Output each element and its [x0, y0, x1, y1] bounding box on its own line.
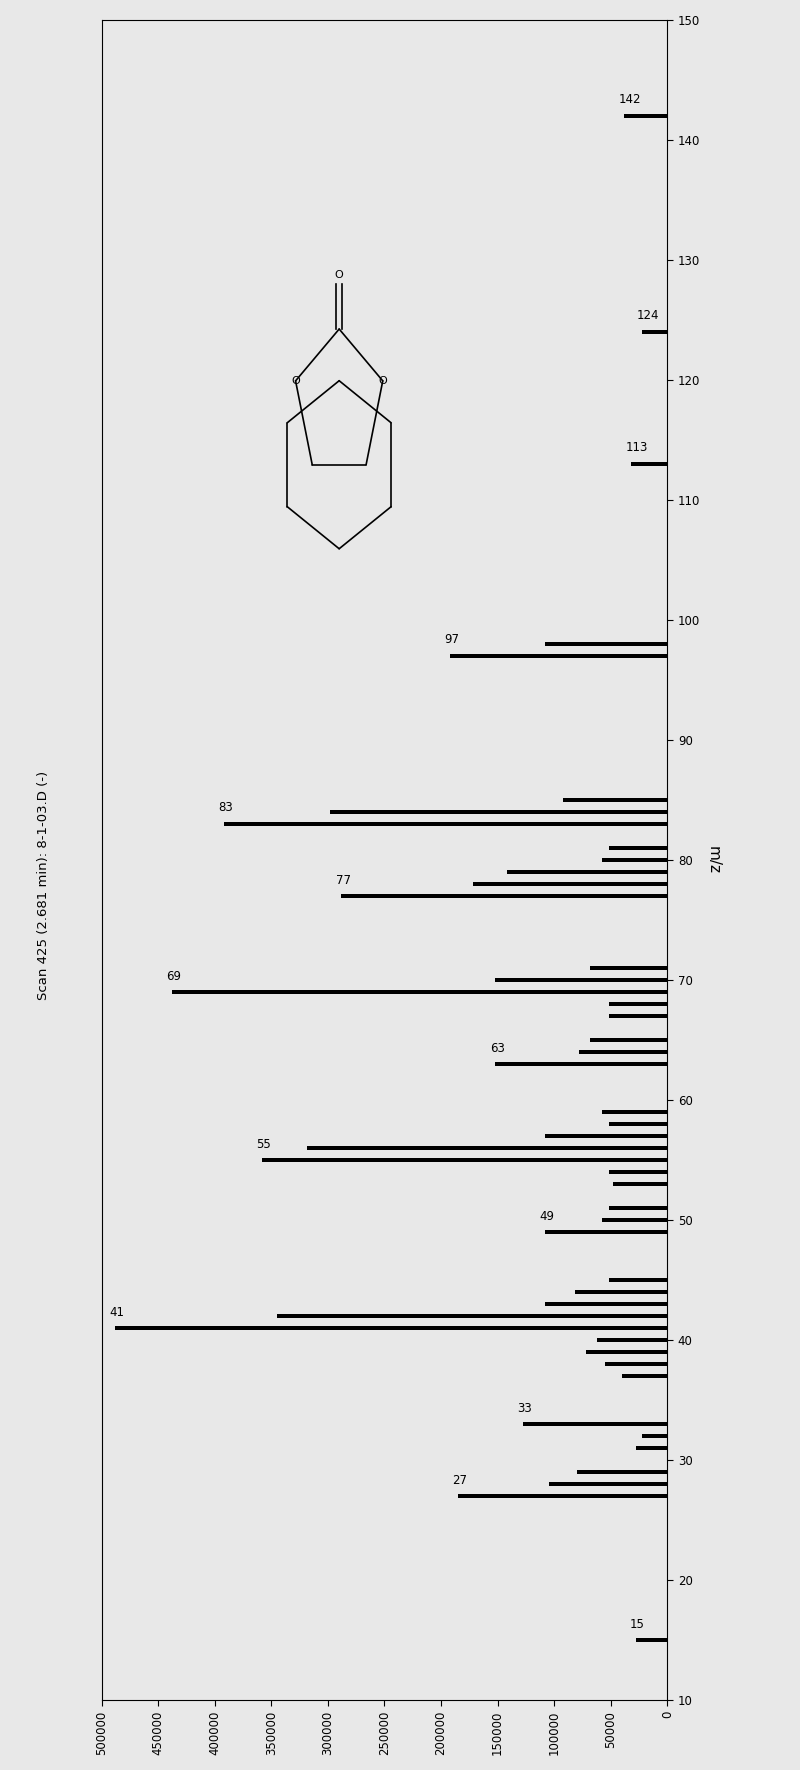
Bar	[590, 1037, 667, 1043]
Bar	[549, 1481, 667, 1487]
Text: 15: 15	[630, 1618, 645, 1630]
Bar	[624, 113, 667, 119]
Bar	[609, 1205, 667, 1211]
Text: 27: 27	[452, 1474, 467, 1487]
Bar	[172, 989, 667, 995]
Text: O: O	[291, 375, 300, 386]
Bar	[590, 966, 667, 970]
Bar	[506, 871, 667, 874]
Text: 113: 113	[626, 441, 648, 455]
Bar	[622, 1374, 667, 1379]
Text: 97: 97	[445, 634, 459, 646]
Bar	[602, 1110, 667, 1115]
Text: 55: 55	[257, 1138, 271, 1151]
Bar	[609, 1170, 667, 1174]
Bar	[605, 1363, 667, 1366]
Bar	[636, 1637, 667, 1643]
Bar	[613, 1182, 667, 1186]
Bar	[545, 1230, 667, 1234]
Bar	[642, 329, 667, 335]
Bar	[342, 894, 667, 897]
Bar	[609, 1278, 667, 1281]
Bar	[609, 846, 667, 850]
Bar	[602, 858, 667, 862]
Bar	[450, 653, 667, 658]
Bar	[473, 881, 667, 887]
Bar	[574, 1290, 667, 1294]
Text: 124: 124	[637, 310, 659, 322]
Bar	[636, 1446, 667, 1450]
Bar	[277, 1313, 667, 1319]
Bar	[307, 1145, 667, 1150]
Text: 63: 63	[490, 1041, 505, 1055]
Text: 83: 83	[218, 802, 233, 814]
Bar	[563, 798, 667, 802]
Text: 49: 49	[539, 1209, 554, 1223]
Text: 77: 77	[336, 874, 350, 887]
Bar	[115, 1326, 667, 1331]
Bar	[598, 1338, 667, 1342]
Bar	[495, 979, 667, 982]
Bar	[262, 1158, 667, 1163]
Bar	[495, 1062, 667, 1066]
Bar	[545, 643, 667, 646]
Bar	[579, 1050, 667, 1055]
Bar	[224, 821, 667, 827]
Text: 33: 33	[517, 1402, 532, 1414]
Bar	[602, 1218, 667, 1223]
Text: 142: 142	[618, 94, 642, 106]
Bar	[609, 1122, 667, 1126]
Bar	[545, 1303, 667, 1306]
Text: 41: 41	[110, 1306, 125, 1319]
Bar	[522, 1421, 667, 1427]
Text: O: O	[378, 375, 387, 386]
Bar	[631, 462, 667, 466]
Y-axis label: m/z: m/z	[706, 846, 721, 874]
Bar	[609, 1014, 667, 1018]
Bar	[609, 1002, 667, 1005]
Bar	[545, 1135, 667, 1138]
Text: Scan 425 (2.681 min): 8-1-03.D (-): Scan 425 (2.681 min): 8-1-03.D (-)	[38, 770, 50, 1000]
Bar	[586, 1351, 667, 1354]
Text: O: O	[334, 271, 343, 280]
Text: 69: 69	[166, 970, 181, 982]
Bar	[642, 1434, 667, 1439]
Bar	[458, 1494, 667, 1497]
Bar	[577, 1471, 667, 1474]
Bar	[330, 811, 667, 814]
